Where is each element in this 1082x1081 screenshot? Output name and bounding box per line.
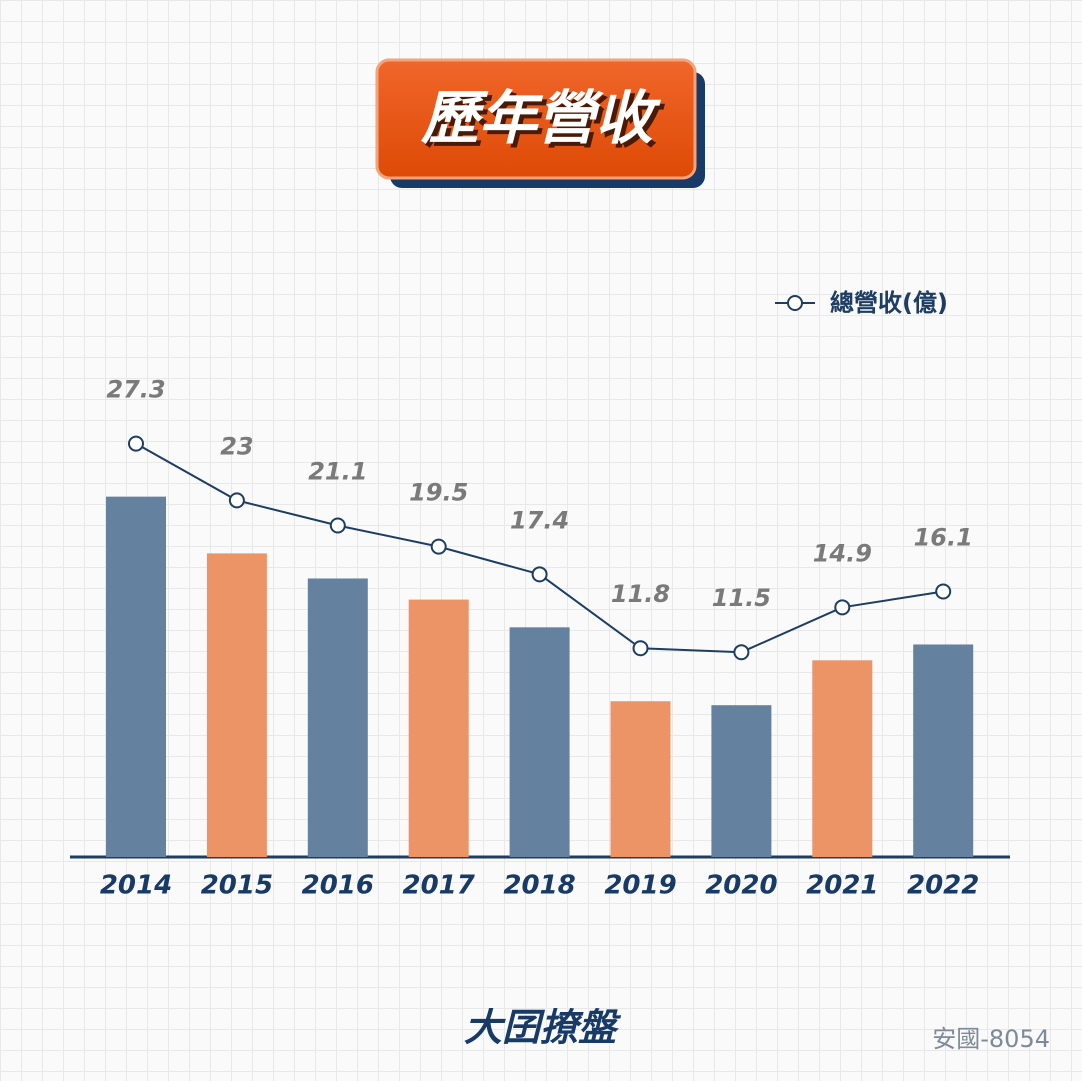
x-tick-label: 2021 [806,871,878,901]
logo: 大囝撩盤 [464,1006,621,1050]
bar [711,705,772,857]
data-label: 19.5 [409,479,468,507]
data-label: 23 [220,432,253,460]
bar [610,701,671,857]
data-label: 17.4 [510,506,569,534]
chart-title: 歷年營收 [420,84,661,152]
data-label: 11.8 [611,580,670,608]
data-label: 21.1 [308,457,367,485]
line-marker [834,599,851,616]
x-tick-label: 2016 [302,871,374,901]
line-marker [935,583,952,600]
footer: 安國-8054 [932,1025,1050,1053]
line-marker [430,538,447,555]
x-tick-label: 2022 [907,871,979,901]
bar [206,553,267,857]
line-marker [531,566,548,583]
bar [812,660,873,857]
x-tick-label: 2020 [705,871,777,901]
data-label: 16.1 [914,523,973,551]
line-marker [329,517,346,534]
data-label: 11.5 [712,584,771,612]
title-shadow-text: 歷年營收 [424,88,665,156]
bar [408,599,469,857]
line-marker [733,644,750,661]
legend-marker [787,295,803,311]
x-tick-label: 2018 [503,871,575,901]
title-badge [375,58,697,180]
legend-label: 總營收(億) [830,289,948,317]
line-marker [228,492,245,509]
line-marker [632,640,649,657]
data-label: 14.9 [813,539,872,567]
data-label: 27.3 [106,376,165,404]
x-tick-label: 2019 [604,871,676,901]
line-marker [128,435,144,452]
bar [307,578,368,857]
bar [106,496,166,857]
bar [913,644,974,857]
x-tick-label: 2017 [403,871,476,901]
x-tick-label: 2015 [201,871,273,901]
bar [509,627,570,857]
x-tick-label: 2014 [100,871,172,901]
